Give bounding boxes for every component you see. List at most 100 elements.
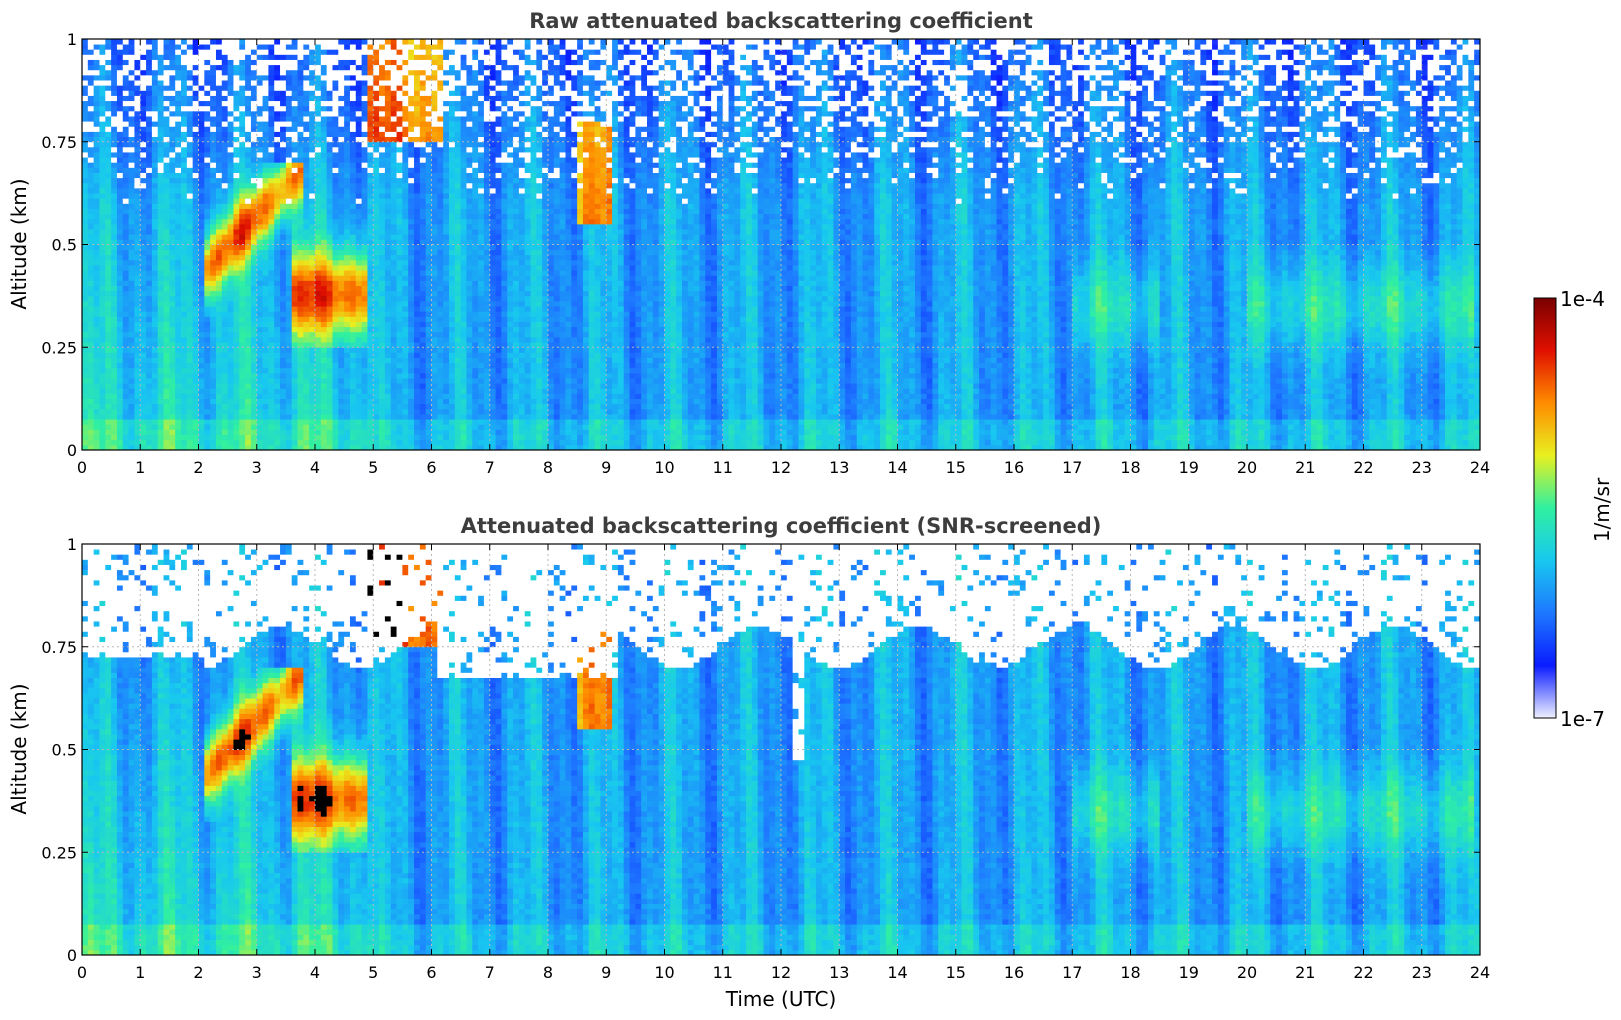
heat-cell <box>431 352 438 358</box>
heat-cell <box>285 162 293 168</box>
heat-cell <box>355 54 363 60</box>
heat-cell <box>233 393 240 400</box>
heat-cell <box>250 362 258 369</box>
heat-cell <box>402 434 409 441</box>
heat-cell <box>134 444 141 450</box>
heat-cell <box>280 311 287 317</box>
heat-cell <box>373 424 380 430</box>
heat-cell <box>204 218 211 225</box>
heat-cell <box>245 126 252 132</box>
heat-cell <box>233 275 240 281</box>
heat-cell <box>373 342 380 348</box>
heat-cell <box>349 234 357 240</box>
heat-cell <box>349 105 357 112</box>
heat-cell <box>215 249 223 256</box>
heat-cell <box>280 213 287 220</box>
heat-cell <box>309 311 316 317</box>
heat-cell <box>338 234 345 240</box>
heat-cell <box>355 131 363 138</box>
heat-cell <box>291 90 298 96</box>
heat-cell <box>285 85 293 91</box>
heat-cell <box>128 429 135 435</box>
heat-cell <box>297 223 304 230</box>
heat-cell <box>87 270 95 276</box>
heat-cell <box>198 141 205 148</box>
heat-cell <box>256 193 263 199</box>
heat-cell <box>309 223 316 230</box>
heat-cell <box>134 229 141 235</box>
heat-cell <box>233 69 240 76</box>
heat-cell <box>332 275 339 281</box>
heat-cell <box>169 439 176 446</box>
heat-cell <box>431 331 438 338</box>
heat-cell <box>192 218 199 225</box>
heat-cell <box>309 49 316 55</box>
heat-cell <box>373 172 380 179</box>
heat-cell <box>297 316 304 322</box>
heat-cell <box>274 403 281 410</box>
heat-cell <box>245 342 252 348</box>
heat-cell <box>204 121 211 127</box>
heat-cell <box>309 131 316 138</box>
heat-cell <box>274 259 281 266</box>
heat-cell <box>291 336 298 343</box>
heat-cell <box>431 254 438 261</box>
heat-cell <box>349 403 357 410</box>
heat-cell <box>210 275 217 281</box>
heat-cell <box>402 419 409 425</box>
heat-cell <box>215 439 223 446</box>
heat-cell <box>215 182 223 189</box>
heat-cell <box>425 182 432 189</box>
heat-cell <box>134 398 141 405</box>
heat-cell <box>367 403 374 410</box>
heat-cell <box>169 74 176 81</box>
heat-cell <box>303 234 310 240</box>
heat-cell <box>332 311 339 317</box>
heat-cell <box>285 44 293 50</box>
heat-cell <box>361 218 368 225</box>
heat-cell <box>414 157 421 163</box>
heat-cell <box>151 306 159 312</box>
heat-cell <box>315 229 322 235</box>
heat-cell <box>245 162 252 168</box>
heat-cell <box>303 434 310 441</box>
heat-cell <box>169 331 176 338</box>
heat-cell <box>437 259 444 266</box>
heat-cell <box>215 234 223 240</box>
heat-cell <box>285 90 293 96</box>
heat-cell <box>93 414 100 420</box>
heat-cell <box>186 280 194 286</box>
heat-cell <box>215 152 223 158</box>
heat-cell <box>355 444 363 450</box>
heat-cell <box>437 146 444 153</box>
heat-cell <box>396 321 403 328</box>
heat-cell <box>338 121 345 127</box>
heat-cell <box>186 326 194 333</box>
heat-cell <box>93 357 100 364</box>
heat-cell <box>437 110 444 117</box>
heat-cell <box>268 157 275 163</box>
heat-cell <box>431 213 438 220</box>
heat-cell <box>87 208 95 215</box>
heat-cell <box>326 95 333 102</box>
heat-cell <box>332 146 339 153</box>
heat-cell <box>192 254 199 261</box>
heat-cell <box>425 49 432 55</box>
heat-cell <box>169 301 176 307</box>
heat-cell <box>175 321 182 328</box>
heat-cell <box>175 110 182 117</box>
heat-cell <box>291 265 298 271</box>
heat-cell <box>105 172 112 179</box>
heat-cell <box>204 80 211 86</box>
heat-cell <box>355 64 363 71</box>
heat-cell <box>250 198 258 204</box>
heat-cell <box>361 403 368 410</box>
heat-cell <box>344 280 351 286</box>
heat-cell <box>303 80 310 86</box>
heat-cell <box>402 85 409 91</box>
heat-cell <box>419 182 427 189</box>
heat-cell <box>291 44 298 50</box>
heat-cell <box>105 383 112 389</box>
heat-cell <box>186 393 194 400</box>
heat-cell <box>169 254 176 261</box>
